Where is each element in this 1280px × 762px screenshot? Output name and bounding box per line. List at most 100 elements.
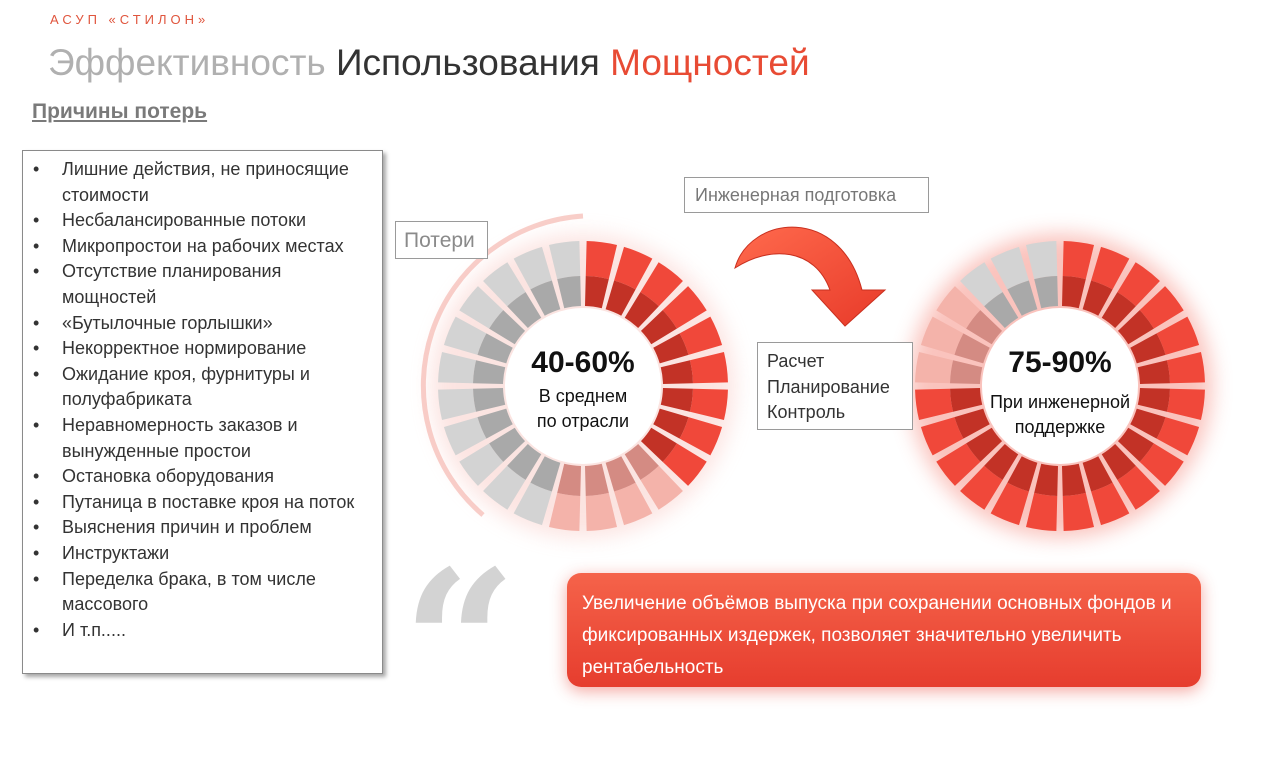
right-donut-segment-inner (1007, 280, 1038, 316)
reason-item: «Бутылочные горлышки» (33, 311, 374, 337)
left-donut-segment-outer (483, 262, 526, 307)
left-donut-segment-outer (459, 286, 504, 329)
left-donut-segment-inner (473, 387, 506, 412)
brand-label: АСУП «СТИЛОН» (50, 12, 210, 27)
left-donut-segment-inner (640, 427, 677, 462)
right-donut-segment-inner (1101, 292, 1136, 329)
left-donut-segment-outer (662, 443, 707, 486)
loss-arc (420, 213, 584, 517)
left-donut-segment-inner (557, 463, 582, 496)
right-donut-segment-inner (1137, 387, 1170, 412)
step-control: Контроль (767, 402, 846, 422)
left-donut-segment-inner (660, 360, 693, 385)
right-donut-segment-outer (915, 388, 954, 421)
right-chart-caption-2: поддержке (1014, 417, 1106, 437)
reason-item: Путаница в поставке кроя на поток (33, 490, 374, 516)
right-donut-segment-outer (936, 443, 981, 486)
reason-item: Остановка оборудования (33, 464, 374, 490)
right-donut-segment-outer (1156, 417, 1200, 456)
left-donut-segment-inner (653, 408, 689, 439)
left-donut-segment-outer (459, 443, 504, 486)
title-part-2: Использования (335, 42, 600, 83)
engineering-label: Инженерная подготовка (684, 177, 929, 213)
right-donut-segment-outer (1025, 241, 1058, 280)
right-donut-segment-inner (984, 292, 1019, 329)
reason-item: Микропростои на рабочих местах (33, 234, 374, 260)
curved-arrow-icon (734, 226, 887, 327)
conclusion-banner: Увеличение объёмов выпуска при сохранени… (567, 573, 1201, 687)
right-donut-segment-inner (950, 387, 983, 412)
right-donut-segment-inner (1130, 333, 1166, 364)
left-chart-caption-2: по отрасли (536, 411, 630, 431)
right-donut-segment-outer (1139, 286, 1184, 329)
left-donut-segment-inner (530, 280, 561, 316)
right-donut-segment-inner (1034, 463, 1059, 496)
right-donut-segment-outer (1139, 443, 1184, 486)
right-donut-segment-outer (1062, 241, 1095, 280)
step-planning: Планирование (767, 376, 890, 397)
left-donut-segment-inner (584, 276, 609, 309)
left-donut-segment-outer (443, 316, 487, 355)
reason-item: Некорректное нормирование (33, 336, 374, 362)
right-chart-caption-1: При инженерной (989, 392, 1131, 412)
left-donut-segment-inner (477, 333, 513, 364)
right-donut-segment-outer (960, 262, 1003, 307)
right-donut-segment-outer (1156, 316, 1200, 355)
right-donut-segment-outer (990, 482, 1029, 526)
reason-item: Несбалансированные потоки (33, 208, 374, 234)
reasons-list: Лишние действия, не приносящие стоимости… (33, 157, 374, 643)
reason-item: И т.п..... (33, 618, 374, 644)
left-donut-segment-outer (689, 388, 728, 421)
left-donut-segment-outer (438, 351, 477, 384)
right-donut-segment-inner (1034, 276, 1059, 309)
left-donut-chart (438, 241, 728, 531)
left-donut-segment-outer (662, 286, 707, 329)
left-donut-segment-outer (548, 241, 581, 280)
right-donut-segment-outer (920, 417, 964, 456)
right-donut-segment-outer (1062, 492, 1095, 531)
left-donut-segment-inner (507, 292, 542, 329)
right-donut-segment-inner (984, 443, 1019, 480)
right-donut-chart (915, 241, 1205, 531)
reason-item: Отсутствие планирования мощностей (33, 259, 374, 310)
left-donut-segment-outer (438, 388, 477, 421)
left-donut-center (505, 308, 661, 464)
reason-item: Инструктажи (33, 541, 374, 567)
left-donut-segment-inner (660, 387, 693, 412)
left-donut-segment-outer (640, 465, 683, 510)
reason-item: Ожидание кроя, фурнитуры и полуфабриката (33, 362, 374, 413)
right-donut-segment-inner (1082, 456, 1113, 492)
left-donut-segment-outer (689, 351, 728, 384)
right-donut-center (982, 308, 1138, 464)
right-donut-segment-inner (954, 333, 990, 364)
left-donut-segment-outer (548, 492, 581, 531)
right-donut-segment-outer (960, 465, 1003, 510)
step-calculation: Расчет (767, 351, 825, 371)
left-donut-segment-outer (483, 465, 526, 510)
right-donut-segment-outer (915, 351, 954, 384)
left-donut-segment-outer (443, 417, 487, 456)
page-title: Эффективность Использования Мощностей (48, 40, 810, 86)
left-donut-segment-outer (513, 482, 552, 526)
right-donut-segment-inner (966, 427, 1003, 462)
reason-item: Переделка брака, в том числе массового (33, 567, 374, 618)
left-donut-segment-inner (605, 456, 636, 492)
left-donut-segment-inner (605, 280, 636, 316)
title-part-3: Мощностей (610, 42, 810, 83)
right-donut-segment-inner (1117, 427, 1154, 462)
right-donut-segment-outer (1091, 246, 1130, 290)
left-donut-segment-outer (614, 246, 653, 290)
left-donut-segment-inner (640, 310, 677, 345)
left-donut-segment-outer (585, 241, 618, 280)
left-donut-segment-outer (513, 246, 552, 290)
right-donut-segment-inner (966, 310, 1003, 345)
left-chart-value: 40-60% (531, 346, 635, 379)
right-donut-segment-inner (954, 408, 990, 439)
right-donut-segment-outer (920, 316, 964, 355)
left-donut-segment-outer (585, 492, 618, 531)
reason-item: Выяснения причин и проблем (33, 515, 374, 541)
right-donut-segment-inner (1007, 456, 1038, 492)
right-chart-value: 75-90% (1008, 346, 1112, 379)
charts-canvas (420, 213, 1212, 538)
title-part-1: Эффективность (48, 42, 326, 83)
